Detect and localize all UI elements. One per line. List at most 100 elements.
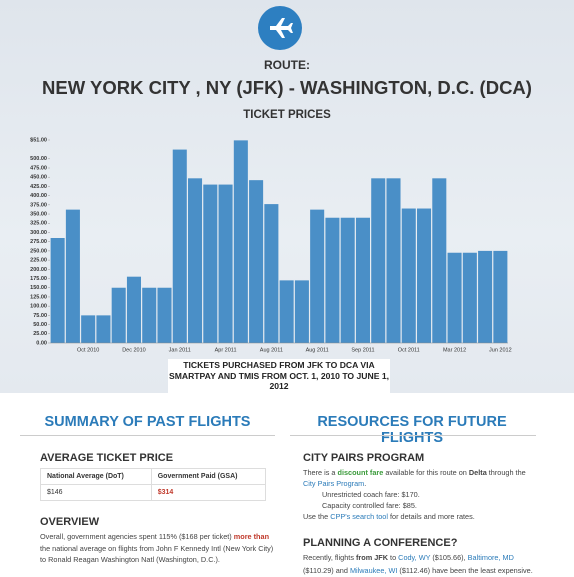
text: available for this route on	[383, 468, 469, 477]
bar	[355, 217, 370, 343]
bar	[126, 276, 141, 343]
fare: Capacity controlled fare: $85.	[322, 501, 417, 510]
bar	[142, 287, 157, 343]
y-tick-label: 300.00	[30, 230, 47, 236]
text: ($105.66),	[430, 553, 468, 562]
bar	[172, 149, 187, 343]
bar	[65, 209, 80, 343]
conf-text: Recently, flights from JFK to Cody, WY (…	[303, 552, 535, 577]
x-tick-label: Aug 2011	[306, 347, 329, 353]
y-tick-label: 325.00	[30, 221, 47, 227]
y-tick-label: 75.00	[33, 313, 47, 319]
y-tick-label: 150.00	[30, 285, 47, 291]
x-tick-label: Oct 2010	[77, 347, 99, 353]
x-tick-label: Dec 2010	[122, 347, 146, 353]
bar	[417, 208, 432, 343]
y-tick-label: 125.00	[30, 294, 47, 300]
plane-icon	[258, 6, 302, 50]
fare: Unrestricted coach fare: $170.	[322, 490, 420, 499]
x-tick-label: Apr 2011	[215, 347, 237, 353]
chart-title: TICKET PRICES	[243, 109, 331, 121]
y-tick-label: 475.00	[30, 165, 47, 171]
bar	[294, 280, 309, 343]
x-tick-label: Aug 2011	[260, 347, 283, 353]
bar	[279, 280, 294, 343]
link[interactable]: City Pairs Program	[303, 478, 365, 488]
bar	[386, 178, 401, 343]
bar	[401, 208, 416, 343]
link[interactable]: Cody, WY	[398, 553, 431, 562]
x-tick-label: Sep 2011	[351, 347, 374, 353]
text: through the	[486, 468, 526, 477]
cell: $146	[40, 484, 152, 501]
bar	[188, 178, 203, 343]
chart: 0.00 25.00 50.00 75.00 100.00 125.00 150.00 175…	[30, 137, 512, 353]
y-tick-label: 450.00	[30, 175, 47, 181]
text: from JFK	[356, 553, 389, 562]
text: Recently, flights	[303, 553, 356, 562]
cpp-title: CITY PAIRS PROGRAM	[303, 452, 425, 464]
y-tick-label: 225.00	[30, 258, 47, 264]
conf-title: PLANNING A CONFERENCE?	[303, 537, 458, 549]
text: to	[388, 553, 399, 562]
table-header: National Average (DoT) Government Paid (G…	[40, 468, 267, 485]
bar	[432, 178, 447, 343]
search-text: Use the CPP's search tool for details an…	[303, 511, 475, 523]
y-tick-label: 175.00	[30, 276, 47, 282]
bar	[111, 287, 126, 343]
bar	[96, 315, 111, 343]
bar	[203, 184, 218, 343]
route-label: ROUTE:	[264, 58, 310, 72]
x-tick-label: Jan 2011	[169, 347, 191, 353]
bar	[249, 180, 264, 343]
bar	[50, 238, 65, 343]
bar	[157, 287, 172, 343]
divider	[290, 435, 536, 436]
summary-title: SUMMARY OF PAST FLIGHTS	[44, 414, 251, 430]
bar	[310, 209, 325, 343]
bar	[218, 184, 233, 343]
header-cell: Government Paid (GSA)	[150, 468, 267, 485]
y-tick-label: 425.00	[30, 184, 47, 190]
text: discount fare	[337, 468, 384, 477]
cell: $314	[150, 484, 267, 501]
y-tick-label: 100.00	[30, 304, 47, 310]
y-tick-label: 50.00	[33, 322, 47, 328]
route-title: NEW YORK CITY , NY (JFK) - WASHINGTON, D…	[42, 77, 532, 98]
x-tick-label: Oct 2011	[398, 347, 420, 353]
divider	[20, 435, 275, 436]
text: Use the	[303, 512, 331, 521]
price-table: National Average (DoT) Government Paid (G…	[40, 468, 267, 501]
bar	[325, 217, 340, 343]
y-tick-label: 500.00	[30, 156, 47, 162]
link[interactable]: Milwaukee, WI	[349, 565, 398, 575]
text: ($112.46) have been the least expensive.	[397, 565, 533, 575]
y-tick-label: 350.00	[30, 212, 47, 218]
bar	[264, 204, 279, 343]
bar	[493, 250, 508, 343]
text: Delta	[468, 468, 487, 477]
y-tick-label: 250.00	[30, 248, 47, 254]
bar	[478, 250, 493, 343]
y-tick-label: $51.00	[30, 137, 47, 143]
y-tick-label: 375.00	[30, 202, 47, 208]
x-tick-label: Jun 2012	[489, 347, 512, 353]
y-tick-label: 200.00	[30, 267, 47, 273]
avg-title: AVERAGE TICKET PRICE	[40, 452, 174, 464]
link[interactable]: CPP's search tool	[330, 512, 388, 521]
overview-text: Overall, government agencies spent 115% …	[40, 531, 275, 566]
y-tick-label: 275.00	[30, 239, 47, 245]
chart-caption: TICKETS PURCHASED FROM JFK TO DCA VIA SM…	[168, 359, 390, 393]
text: more than	[233, 532, 270, 541]
link[interactable]: Baltimore, MD	[467, 553, 514, 562]
text: There is a	[303, 468, 338, 477]
text: ($110.29) and	[303, 565, 350, 575]
bar	[340, 217, 355, 343]
header-cell: National Average (DoT)	[40, 468, 152, 485]
bar	[462, 252, 477, 343]
text: .	[364, 478, 367, 488]
bar	[371, 178, 386, 343]
x-tick-label: Mar 2012	[443, 347, 466, 353]
table-row: $146 $314	[40, 484, 267, 501]
